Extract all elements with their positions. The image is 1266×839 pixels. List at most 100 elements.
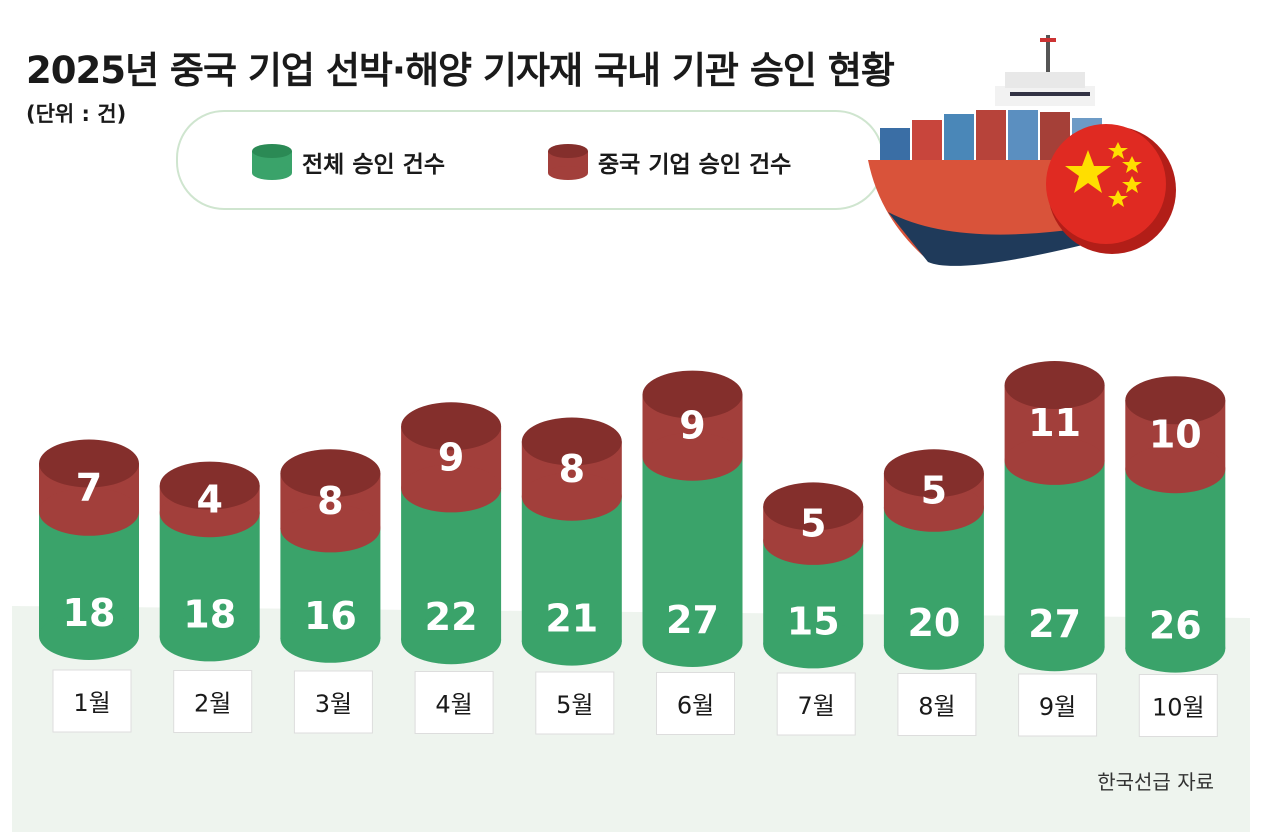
bar-chinese-bottom (39, 487, 139, 536)
x-tick-label: 10월 (1152, 694, 1205, 722)
bar-chinese-bottom (401, 464, 502, 513)
value-label-total: 26 (1149, 604, 1202, 648)
unit-label: (단위 : 건) (26, 102, 127, 126)
bar-total-base (39, 612, 139, 660)
bar-chinese-top (642, 370, 743, 419)
x-tick-box (173, 670, 253, 733)
bar-chinese-top (401, 402, 502, 451)
bar-total-base (280, 614, 381, 663)
value-label-chinese: 10 (1149, 413, 1202, 457)
x-tick-10: 10월 (1138, 674, 1218, 737)
bar-group-5: 21 8 (521, 417, 622, 666)
x-tick-box (1018, 673, 1098, 737)
x-tick-box (897, 673, 977, 736)
value-label-chinese: 7 (76, 466, 102, 510)
bar-group-1: 18 7 (39, 439, 139, 660)
chart-title: 2025년 중국 기업 선박·해양 기자재 국내 기관 승인 현황 (26, 49, 895, 92)
bar-chinese-top (521, 417, 622, 466)
bar-group-4: 22 9 (401, 402, 502, 665)
x-tick-box (535, 671, 615, 735)
x-tick-box (414, 671, 494, 734)
bar-total-base (401, 616, 502, 665)
value-label-chinese: 5 (921, 469, 947, 513)
bar-total-base (1004, 623, 1105, 672)
x-tick-6: 6월 (656, 672, 735, 735)
x-tick-box (776, 672, 856, 736)
bar-chinese-bottom (642, 432, 743, 481)
source-note: 한국선급 자료 (1097, 770, 1214, 794)
bar-chinese-bottom (1004, 436, 1105, 485)
bar-group-8: 20 5 (883, 449, 984, 670)
value-label-chinese: 9 (438, 435, 464, 479)
value-label-total: 22 (425, 595, 478, 639)
x-tick-box (52, 669, 132, 733)
bar-total-base (521, 617, 622, 666)
value-label-total: 27 (666, 598, 719, 642)
bar-chinese-bottom (763, 516, 864, 565)
bar-total-base (642, 619, 743, 667)
x-tick-3: 3월 (293, 670, 373, 734)
bar-group-6: 27 9 (642, 370, 743, 667)
bar-total (1125, 469, 1226, 649)
legend-swatch-total (252, 144, 292, 180)
x-tick-2: 2월 (173, 670, 253, 733)
bar-group-7: 15 5 (763, 482, 864, 669)
x-tick-4: 4월 (414, 671, 494, 734)
bar-chinese-top (1125, 376, 1226, 425)
bar-total (401, 488, 502, 641)
bar-chinese-bottom (280, 504, 381, 553)
bar-chinese-bottom (1125, 445, 1226, 494)
bar-chinese-top (39, 439, 139, 488)
x-tick-label: 4월 (435, 691, 472, 719)
x-tick-5: 5월 (535, 671, 615, 735)
value-label-total: 27 (1028, 602, 1081, 646)
legend-item-total: 전체 승인 건수 (250, 143, 445, 181)
x-tick-8: 8월 (897, 673, 977, 736)
x-tick-1: 1월 (52, 669, 132, 733)
value-label-chinese: 9 (679, 404, 705, 448)
x-tick-7: 7월 (776, 672, 856, 736)
legend-swatch-chinese (548, 144, 588, 180)
value-label-chinese: 4 (196, 477, 222, 521)
bar-chinese-top (159, 461, 260, 510)
bar-chinese-top (883, 449, 984, 498)
bar-group-10: 26 10 (1125, 376, 1226, 673)
bar-group-9: 27 11 (1004, 361, 1105, 672)
bar-chinese-top (1004, 361, 1105, 409)
legend: 전체 승인 건수 중국 기업 승인 건수 (176, 110, 884, 210)
value-label-chinese: 8 (559, 447, 585, 491)
bar-group-2: 18 4 (159, 461, 260, 662)
value-label-total: 20 (907, 601, 960, 645)
value-label-chinese: 8 (317, 479, 343, 523)
x-tick-box (656, 672, 735, 735)
ship-illustration (868, 35, 1176, 266)
x-tick-label: 1월 (73, 689, 110, 717)
legend-label-total: 전체 승인 건수 (302, 152, 445, 178)
bar-total (521, 496, 622, 642)
bar-total-base (883, 621, 984, 670)
china-flag-icon (1046, 124, 1176, 254)
x-tick-label: 3월 (315, 690, 352, 718)
bar-chinese-bottom (883, 483, 984, 532)
x-tick-box (1138, 674, 1218, 737)
x-tick-label: 7월 (798, 692, 835, 720)
bar-total-base (1125, 624, 1226, 673)
x-tick-label: 5월 (556, 691, 593, 719)
bar-group-3: 16 8 (280, 449, 381, 663)
x-tick-9: 9월 (1018, 673, 1098, 737)
bar-total (642, 456, 743, 643)
value-label-total: 18 (63, 591, 116, 635)
bar-chinese-top (280, 449, 381, 498)
x-tick-label: 2월 (194, 690, 231, 718)
x-tick-label: 8월 (918, 693, 955, 721)
value-label-chinese: 11 (1028, 401, 1081, 445)
bar-total-base (159, 613, 260, 662)
value-label-total: 16 (304, 594, 357, 638)
value-label-total: 18 (183, 592, 236, 636)
legend-item-chinese: 중국 기업 승인 건수 (546, 143, 791, 181)
value-label-total: 15 (787, 599, 840, 643)
x-tick-label: 6월 (677, 692, 714, 720)
x-tick-label: 9월 (1039, 693, 1076, 721)
bar-chinese-top (763, 482, 864, 531)
